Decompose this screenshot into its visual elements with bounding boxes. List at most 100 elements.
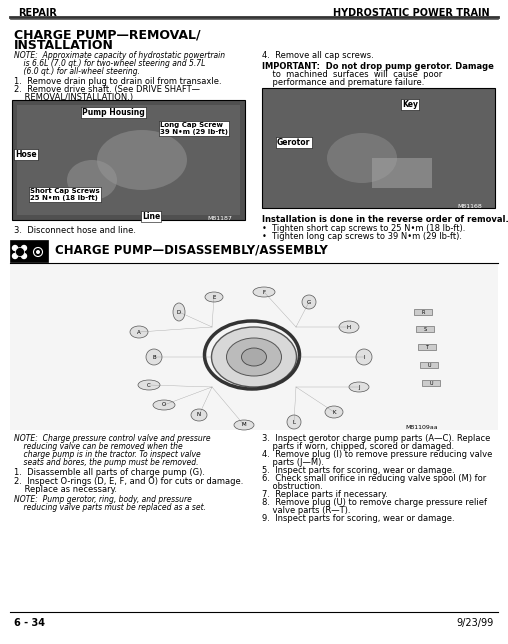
Text: obstruction.: obstruction. xyxy=(262,482,323,491)
Text: H: H xyxy=(347,325,351,330)
Text: (6.0 qt.) for all-wheel steering.: (6.0 qt.) for all-wheel steering. xyxy=(14,67,140,76)
Text: U: U xyxy=(429,381,433,386)
Text: charge pump is in the tractor. To inspect valve: charge pump is in the tractor. To inspec… xyxy=(14,450,201,459)
Text: Installation is done in the reverse order of removal.: Installation is done in the reverse orde… xyxy=(262,215,508,224)
Bar xyxy=(420,362,438,368)
Text: S: S xyxy=(424,327,427,332)
Bar xyxy=(10,240,498,262)
Text: 9.  Inspect parts for scoring, wear or damage.: 9. Inspect parts for scoring, wear or da… xyxy=(262,514,455,523)
Ellipse shape xyxy=(173,303,185,321)
Bar xyxy=(422,380,440,386)
Ellipse shape xyxy=(227,338,281,376)
Text: Gerotor: Gerotor xyxy=(277,138,310,147)
Ellipse shape xyxy=(191,409,207,421)
Bar xyxy=(372,158,432,188)
Text: N: N xyxy=(197,413,201,417)
Text: 5.  Inspect parts for scoring, wear or damage.: 5. Inspect parts for scoring, wear or da… xyxy=(262,466,455,475)
Text: 9/23/99: 9/23/99 xyxy=(457,618,494,628)
Text: seats and bores, the pump must be removed.: seats and bores, the pump must be remove… xyxy=(14,458,199,467)
Text: 6 - 34: 6 - 34 xyxy=(14,618,45,628)
Text: NOTE:  Pump gerotor, ring, body, and pressure: NOTE: Pump gerotor, ring, body, and pres… xyxy=(14,495,192,504)
Ellipse shape xyxy=(325,406,343,418)
Text: Key: Key xyxy=(402,100,418,109)
Text: 2.  Inspect O-rings (D, E, F, and O) for cuts or damage.: 2. Inspect O-rings (D, E, F, and O) for … xyxy=(14,477,243,486)
Text: reducing valve parts must be replaced as a set.: reducing valve parts must be replaced as… xyxy=(14,503,206,512)
Text: M: M xyxy=(242,422,246,428)
Text: CHARGE PUMP—REMOVAL/: CHARGE PUMP—REMOVAL/ xyxy=(14,28,201,41)
Ellipse shape xyxy=(287,415,301,429)
Text: 1.  Remove drain plug to drain oil from transaxle.: 1. Remove drain plug to drain oil from t… xyxy=(14,77,221,86)
Text: 4.  Remove all cap screws.: 4. Remove all cap screws. xyxy=(262,51,374,60)
Ellipse shape xyxy=(67,160,117,200)
Text: 1.  Disassemble all parts of charge pump (G).: 1. Disassemble all parts of charge pump … xyxy=(14,468,205,477)
Text: F: F xyxy=(263,290,266,294)
Text: 3.  Inspect gerotor charge pump parts (A—C). Replace: 3. Inspect gerotor charge pump parts (A—… xyxy=(262,434,490,443)
Ellipse shape xyxy=(130,326,148,338)
Text: K: K xyxy=(332,410,336,415)
Ellipse shape xyxy=(36,250,40,254)
Text: 8.  Remove plug (U) to remove charge pressure relief: 8. Remove plug (U) to remove charge pres… xyxy=(262,498,487,507)
Bar xyxy=(12,100,245,220)
Bar xyxy=(418,344,436,350)
Text: NOTE:  Charge pressure control valve and pressure: NOTE: Charge pressure control valve and … xyxy=(14,434,211,443)
Ellipse shape xyxy=(21,254,26,258)
Ellipse shape xyxy=(327,133,397,183)
Text: to  machined  surfaces  will  cause  poor: to machined surfaces will cause poor xyxy=(262,70,442,79)
Text: T: T xyxy=(426,345,429,350)
Ellipse shape xyxy=(138,380,160,390)
Text: O: O xyxy=(162,402,166,408)
Bar xyxy=(10,264,498,430)
Text: 4.  Remove plug (I) to remove pressure reducing valve: 4. Remove plug (I) to remove pressure re… xyxy=(262,450,492,459)
Text: INSTALLATION: INSTALLATION xyxy=(14,39,114,52)
Ellipse shape xyxy=(349,382,369,392)
Ellipse shape xyxy=(21,245,26,251)
Bar xyxy=(17,105,240,215)
Ellipse shape xyxy=(211,327,297,387)
Text: Replace as necessary.: Replace as necessary. xyxy=(14,485,117,494)
Text: M81109aa: M81109aa xyxy=(405,425,437,430)
Text: 7.  Replace parts if necessary.: 7. Replace parts if necessary. xyxy=(262,490,388,499)
Ellipse shape xyxy=(302,295,316,309)
Text: 3.  Disconnect hose and line.: 3. Disconnect hose and line. xyxy=(14,226,136,235)
Text: G: G xyxy=(307,299,311,305)
Bar xyxy=(10,240,48,262)
Text: performance and premature failure.: performance and premature failure. xyxy=(262,78,424,87)
Text: C: C xyxy=(147,383,151,388)
Ellipse shape xyxy=(234,420,254,430)
Text: parts if worn, chipped, scored or damaged.: parts if worn, chipped, scored or damage… xyxy=(262,442,454,451)
Text: valve parts (R—T).: valve parts (R—T). xyxy=(262,506,351,515)
Text: is 6.6L (7.0 qt.) for two-wheel steering and 5.7L: is 6.6L (7.0 qt.) for two-wheel steering… xyxy=(14,59,205,68)
Text: reducing valve can be removed when the: reducing valve can be removed when the xyxy=(14,442,183,451)
Ellipse shape xyxy=(13,254,17,258)
Text: M81168: M81168 xyxy=(457,204,482,209)
Bar xyxy=(416,326,434,332)
Text: REPAIR: REPAIR xyxy=(18,8,57,18)
Ellipse shape xyxy=(97,130,187,190)
Bar xyxy=(262,88,495,208)
Text: Line: Line xyxy=(142,212,160,221)
Text: B: B xyxy=(152,354,156,359)
Ellipse shape xyxy=(153,400,175,410)
Text: M81187: M81187 xyxy=(207,216,232,221)
Text: 6.  Check small orifice in reducing valve spool (M) for: 6. Check small orifice in reducing valve… xyxy=(262,474,486,483)
Text: •  Tighten long cap screws to 39 N•m (29 lb-ft).: • Tighten long cap screws to 39 N•m (29 … xyxy=(262,232,462,241)
Ellipse shape xyxy=(205,292,223,302)
Text: J: J xyxy=(358,384,360,390)
Text: parts (J—M).: parts (J—M). xyxy=(262,458,324,467)
Text: L: L xyxy=(293,419,296,424)
Text: •  Tighten short cap screws to 25 N•m (18 lb-ft).: • Tighten short cap screws to 25 N•m (18… xyxy=(262,224,465,233)
Ellipse shape xyxy=(356,349,372,365)
Text: R: R xyxy=(421,310,425,314)
Text: CHARGE PUMP—DISASSEMBLY/ASSEMBLY: CHARGE PUMP—DISASSEMBLY/ASSEMBLY xyxy=(55,243,328,256)
Text: E: E xyxy=(212,294,216,299)
Text: Long Cap Screw
39 N•m (29 lb-ft): Long Cap Screw 39 N•m (29 lb-ft) xyxy=(160,122,228,135)
Ellipse shape xyxy=(339,321,359,333)
Ellipse shape xyxy=(241,348,267,366)
Bar xyxy=(414,309,432,315)
Text: NOTE:  Approximate capacity of hydrostatic powertrain: NOTE: Approximate capacity of hydrostati… xyxy=(14,51,225,60)
Text: I: I xyxy=(363,354,365,359)
Ellipse shape xyxy=(13,245,17,251)
Ellipse shape xyxy=(146,349,162,365)
Text: Hose: Hose xyxy=(15,150,37,159)
Text: U: U xyxy=(427,363,431,368)
